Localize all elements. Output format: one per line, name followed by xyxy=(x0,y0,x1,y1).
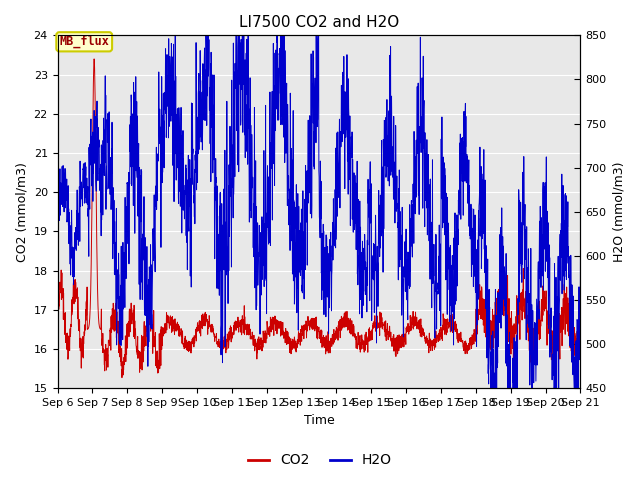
Y-axis label: H2O (mmol/m3): H2O (mmol/m3) xyxy=(612,162,625,262)
Title: LI7500 CO2 and H2O: LI7500 CO2 and H2O xyxy=(239,15,399,30)
Legend: CO2, H2O: CO2, H2O xyxy=(243,448,397,473)
X-axis label: Time: Time xyxy=(303,414,334,427)
Y-axis label: CO2 (mmol/m3): CO2 (mmol/m3) xyxy=(15,162,28,262)
Text: MB_flux: MB_flux xyxy=(60,35,109,48)
